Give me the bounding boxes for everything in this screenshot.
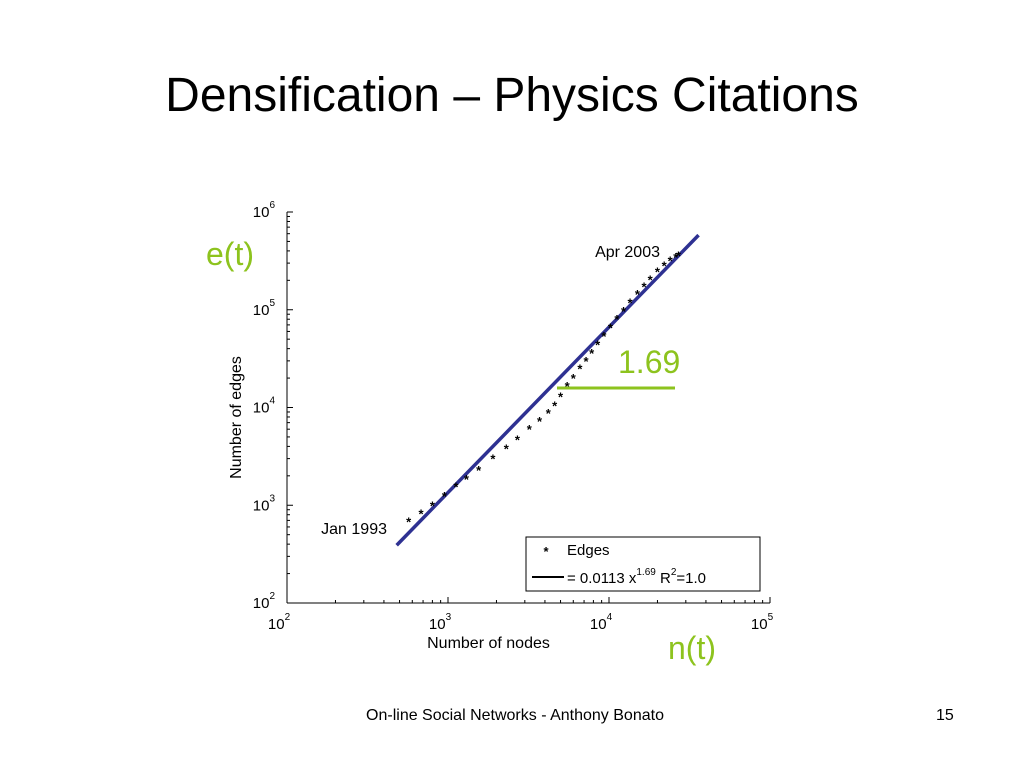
data-point: * bbox=[504, 442, 510, 457]
y-axis-title: Number of edges bbox=[228, 356, 245, 479]
annotation-nt: n(t) bbox=[668, 630, 716, 666]
chart-legend: * Edges = 0.0113 x1.69 R2=1.0 bbox=[525, 536, 761, 592]
x-tick-label: 102 bbox=[268, 612, 291, 633]
data-point: * bbox=[464, 472, 470, 487]
data-point: * bbox=[641, 280, 647, 295]
slide-title: Densification – Physics Citations bbox=[165, 69, 859, 122]
data-point: * bbox=[635, 287, 641, 302]
y-tick-label: 103 bbox=[253, 493, 276, 514]
data-point: * bbox=[655, 265, 661, 280]
data-point: * bbox=[527, 422, 533, 437]
x-tick-label: 105 bbox=[751, 612, 774, 633]
data-point: * bbox=[571, 371, 577, 386]
data-point: * bbox=[515, 433, 521, 448]
x-tick-label: 103 bbox=[429, 612, 452, 633]
data-point: * bbox=[490, 452, 496, 467]
data-point: * bbox=[577, 362, 583, 377]
annotation-et: e(t) bbox=[206, 236, 254, 272]
y-tick-label: 104 bbox=[253, 396, 276, 417]
data-point: * bbox=[558, 389, 564, 404]
chart-series: ********************************** bbox=[395, 233, 700, 547]
data-point: * bbox=[621, 304, 627, 319]
data-point: * bbox=[419, 507, 425, 522]
data-point: * bbox=[442, 489, 448, 504]
y-tick-label: 102 bbox=[253, 591, 276, 612]
legend-marker-point: * bbox=[543, 544, 549, 559]
data-point: * bbox=[430, 498, 436, 513]
data-point: * bbox=[537, 414, 543, 429]
data-point: * bbox=[668, 253, 674, 268]
data-point: * bbox=[676, 248, 682, 263]
data-point: * bbox=[673, 250, 679, 265]
legend-label-fit: = 0.0113 x1.69 R2=1.0 bbox=[567, 567, 706, 587]
data-point: * bbox=[589, 346, 595, 361]
chart-labels: 102 103 104 105 102 103 104 105 106 Number of nod… bbox=[228, 200, 774, 652]
fit-line bbox=[395, 233, 700, 547]
x-tick-label: 104 bbox=[590, 612, 613, 633]
data-point: * bbox=[614, 312, 620, 327]
data-point: * bbox=[476, 463, 482, 478]
data-point: * bbox=[601, 329, 607, 344]
data-point: * bbox=[583, 354, 589, 369]
data-point: * bbox=[627, 296, 633, 311]
y-tick-label: 105 bbox=[253, 298, 276, 319]
legend-box bbox=[525, 536, 761, 592]
annotation-slope: 1.69 bbox=[618, 344, 681, 380]
data-point: * bbox=[453, 480, 459, 495]
chart-axes bbox=[286, 211, 771, 604]
annotation-jan-1993: Jan 1993 bbox=[321, 521, 387, 538]
data-point: * bbox=[595, 338, 601, 353]
y-tick-label: 106 bbox=[253, 200, 276, 221]
data-point: * bbox=[406, 515, 412, 530]
page-number: 15 bbox=[936, 707, 954, 724]
data-point: * bbox=[648, 272, 654, 287]
footer-text: On-line Social Networks - Anthony Bonato bbox=[366, 707, 664, 724]
data-point: * bbox=[662, 258, 668, 273]
annotation-apr-2003: Apr 2003 bbox=[595, 244, 660, 261]
data-point: * bbox=[608, 320, 614, 335]
data-point: * bbox=[552, 398, 558, 413]
data-point: * bbox=[546, 406, 552, 421]
legend-label-edges: Edges bbox=[567, 542, 610, 559]
x-axis-title: Number of nodes bbox=[427, 635, 550, 652]
